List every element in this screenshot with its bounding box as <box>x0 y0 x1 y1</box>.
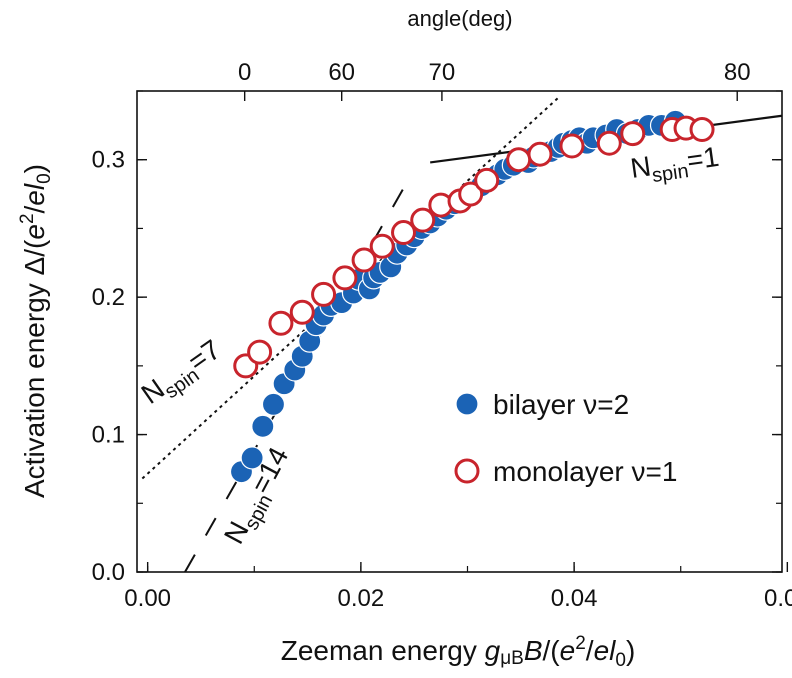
data-point <box>474 167 500 193</box>
data-point <box>261 392 286 416</box>
legend-label-bilayer: bilayer ν=2 <box>493 389 629 420</box>
y-axis-ticks: 0.0 0.1 0.2 0.3 <box>92 90 782 586</box>
data-point <box>620 121 646 147</box>
x-title-prefix: Zeeman energy <box>281 635 485 666</box>
top-tick-label: 80 <box>724 59 751 86</box>
x-tick-label: 0.06 <box>764 585 792 612</box>
x-title-sub0: 0 <box>615 650 626 671</box>
series-bilayer <box>229 109 687 484</box>
y-title-close: ) <box>19 164 50 173</box>
y-title-delta: Δ <box>19 257 50 276</box>
series-monolayer <box>233 115 715 379</box>
y-tick-label: 0.3 <box>92 147 125 174</box>
x-title-el: el <box>594 635 617 666</box>
top-axis-title: angle(deg) <box>407 6 512 31</box>
y-title-sup2: 2 <box>17 213 38 224</box>
top-tick-label: 70 <box>429 59 456 86</box>
y-title-e: e <box>19 224 50 240</box>
legend-marker-monolayer <box>454 458 480 484</box>
nspin-1-label: Nspin=1 <box>629 141 722 190</box>
x-axis-ticks: 0.00 0.02 0.04 0.06 <box>124 562 792 612</box>
y-axis-title: Activation energy Δ/(e2/el0) <box>17 164 55 498</box>
legend: bilayer ν=2 monolayer ν=1 <box>454 389 677 487</box>
data-point <box>251 414 275 438</box>
data-point <box>311 281 337 307</box>
data-point <box>689 116 715 142</box>
top-tick-label: 60 <box>328 59 355 86</box>
x-title-open: /( <box>543 635 561 666</box>
x-title-sup2: 2 <box>575 633 586 654</box>
data-point <box>559 133 585 159</box>
data-point <box>351 247 377 273</box>
data-point <box>391 220 417 246</box>
data-point <box>332 265 358 291</box>
y-title-sub0: 0 <box>34 173 55 184</box>
x-title-e: e <box>560 635 576 666</box>
legend-marker-bilayer <box>455 392 479 416</box>
data-series <box>229 109 715 484</box>
nspin-7-label: Nspin=7 <box>136 334 230 415</box>
y-title-slash: / <box>19 205 50 213</box>
top-tick-label: 0 <box>238 59 251 86</box>
y-title-el: el <box>19 183 50 206</box>
data-point <box>527 141 553 167</box>
data-point <box>458 181 484 207</box>
x-tick-label: 0.02 <box>338 585 385 612</box>
x-tick-label: 0.04 <box>551 585 598 612</box>
x-title-b: B <box>524 635 543 666</box>
data-point <box>369 233 395 259</box>
x-axis-title: Zeeman energy gμBB/(e2/el0) <box>281 633 636 671</box>
y-tick-label: 0.1 <box>92 422 125 449</box>
data-point <box>596 130 622 156</box>
x-tick-label: 0.00 <box>124 585 171 612</box>
plot-frame <box>136 90 783 573</box>
data-point <box>240 446 264 470</box>
data-point <box>268 310 294 336</box>
y-tick-label: 0.0 <box>92 559 125 586</box>
x-title-mub: μB <box>500 648 524 669</box>
y-title-open: /( <box>19 239 50 257</box>
x-title-slash: / <box>586 635 594 666</box>
data-point <box>247 339 273 365</box>
x-title-close: ) <box>626 635 635 666</box>
data-point <box>506 147 532 173</box>
legend-label-monolayer: monolayer ν=1 <box>493 456 677 487</box>
x-title-g: g <box>485 635 501 666</box>
nspin-14-label: Nspin=14 <box>218 442 300 552</box>
data-point <box>289 299 315 325</box>
top-axis-ticks: 0 60 70 80 <box>238 59 751 101</box>
y-tick-label: 0.2 <box>92 284 125 311</box>
y-title-prefix: Activation energy <box>19 275 50 498</box>
data-point <box>410 207 436 233</box>
